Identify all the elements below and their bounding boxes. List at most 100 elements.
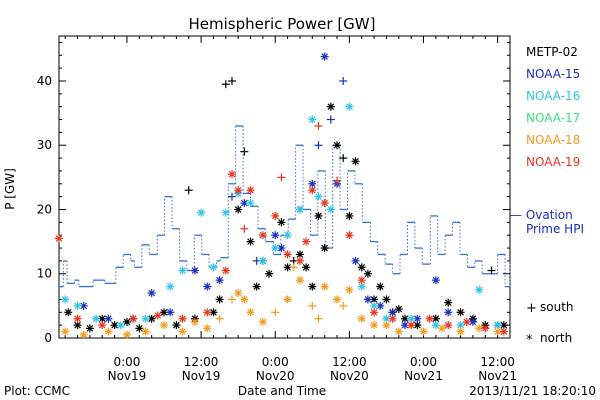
data-point <box>302 263 311 272</box>
data-point <box>240 295 249 304</box>
data-point <box>203 282 212 291</box>
data-point <box>246 199 255 208</box>
data-point <box>246 308 255 317</box>
data-point <box>116 321 125 330</box>
x-tick-time-label: 0:00 <box>410 355 437 369</box>
x-tick-time-label: 0:00 <box>113 355 140 369</box>
data-point <box>407 314 416 323</box>
data-point <box>265 269 274 278</box>
data-point <box>357 282 366 291</box>
data-point <box>394 327 403 336</box>
data-point <box>55 234 63 243</box>
legend-entry: NOAA-15 <box>526 67 580 81</box>
data-point <box>197 208 206 217</box>
data-point <box>258 231 267 240</box>
data-point <box>227 170 236 179</box>
data-point <box>258 256 267 265</box>
data-point <box>246 186 255 195</box>
data-point <box>295 276 304 285</box>
data-point <box>314 211 323 220</box>
data-point <box>400 321 409 330</box>
data-point <box>190 266 199 275</box>
data-point <box>166 308 175 317</box>
data-point <box>320 52 329 61</box>
data-point <box>246 237 255 246</box>
data-point <box>271 211 280 220</box>
footer-timestamp: 2013/11/21 18:20:10 <box>469 384 596 398</box>
data-point <box>209 308 218 317</box>
x-tick-date-label: Nov21 <box>404 369 443 383</box>
data-point <box>376 282 385 291</box>
data-point <box>444 298 453 307</box>
x-tick-time-label: 12:00 <box>184 355 219 369</box>
y-tick-label: 20 <box>37 202 52 216</box>
ovation-hpi-line <box>59 125 511 288</box>
y-axis-label: P [GW] <box>3 168 17 210</box>
legend-entry: NOAA-18 <box>526 133 580 147</box>
data-point <box>122 317 131 326</box>
data-point <box>302 237 311 246</box>
data-point <box>444 321 453 330</box>
x-tick-date-label: Nov20 <box>256 369 295 383</box>
y-tick-label: 10 <box>37 267 52 281</box>
data-point <box>456 327 465 336</box>
data-point <box>308 282 317 291</box>
data-point <box>92 314 101 323</box>
data-point <box>314 121 323 130</box>
data-point <box>333 176 342 185</box>
data-point <box>357 263 366 272</box>
data-point <box>73 301 82 310</box>
data-point <box>166 282 175 291</box>
data-point <box>308 115 317 124</box>
data-point <box>308 301 317 310</box>
data-point <box>61 295 70 304</box>
data-point <box>215 295 224 304</box>
footer-source: Plot: CCMC <box>4 384 70 398</box>
data-point <box>370 321 379 330</box>
data-point <box>221 266 230 275</box>
data-point <box>413 314 422 323</box>
data-point <box>475 285 484 294</box>
data-point <box>320 199 329 208</box>
data-point <box>160 321 169 330</box>
data-point <box>444 308 453 317</box>
data-point <box>172 321 181 330</box>
data-point <box>314 192 323 201</box>
data-point <box>357 314 366 323</box>
data-point <box>203 308 212 317</box>
ovation-legend-line1: — Ovation <box>510 208 573 222</box>
data-point <box>209 263 218 272</box>
data-point <box>351 256 360 265</box>
data-point <box>314 314 323 323</box>
data-point <box>178 327 187 336</box>
y-tick-label: 0 <box>44 331 52 345</box>
x-tick-date-label: Nov21 <box>478 369 517 383</box>
data-point <box>339 76 348 85</box>
data-point <box>345 102 354 111</box>
data-point <box>135 324 144 333</box>
data-point <box>258 317 267 326</box>
legend-entry: NOAA-16 <box>526 89 580 103</box>
data-point <box>227 192 236 201</box>
data-point <box>64 308 73 317</box>
data-point <box>271 231 280 240</box>
data-point <box>283 295 292 304</box>
data-point <box>326 102 335 111</box>
data-point <box>178 314 187 323</box>
data-point <box>333 295 342 304</box>
data-point <box>141 314 150 323</box>
plot-axes: 0102030400:00Nov1912:00Nov190:00Nov2012:… <box>37 35 517 383</box>
data-point <box>221 80 230 89</box>
data-point <box>382 321 391 330</box>
data-point <box>363 295 372 304</box>
x-tick-date-label: Nov20 <box>330 369 369 383</box>
legend: METP-02 NOAA-15 NOAA-16 NOAA-17 NOAA-18 NOAA-… <box>526 45 580 169</box>
data-point <box>79 330 88 339</box>
marker-legend-south-symbol: + <box>526 301 537 316</box>
x-tick-time-label: 12:00 <box>332 355 367 369</box>
data-point <box>283 231 292 240</box>
data-point <box>85 324 94 333</box>
data-point <box>153 311 162 320</box>
data-point <box>314 141 323 150</box>
data-point <box>234 289 243 298</box>
